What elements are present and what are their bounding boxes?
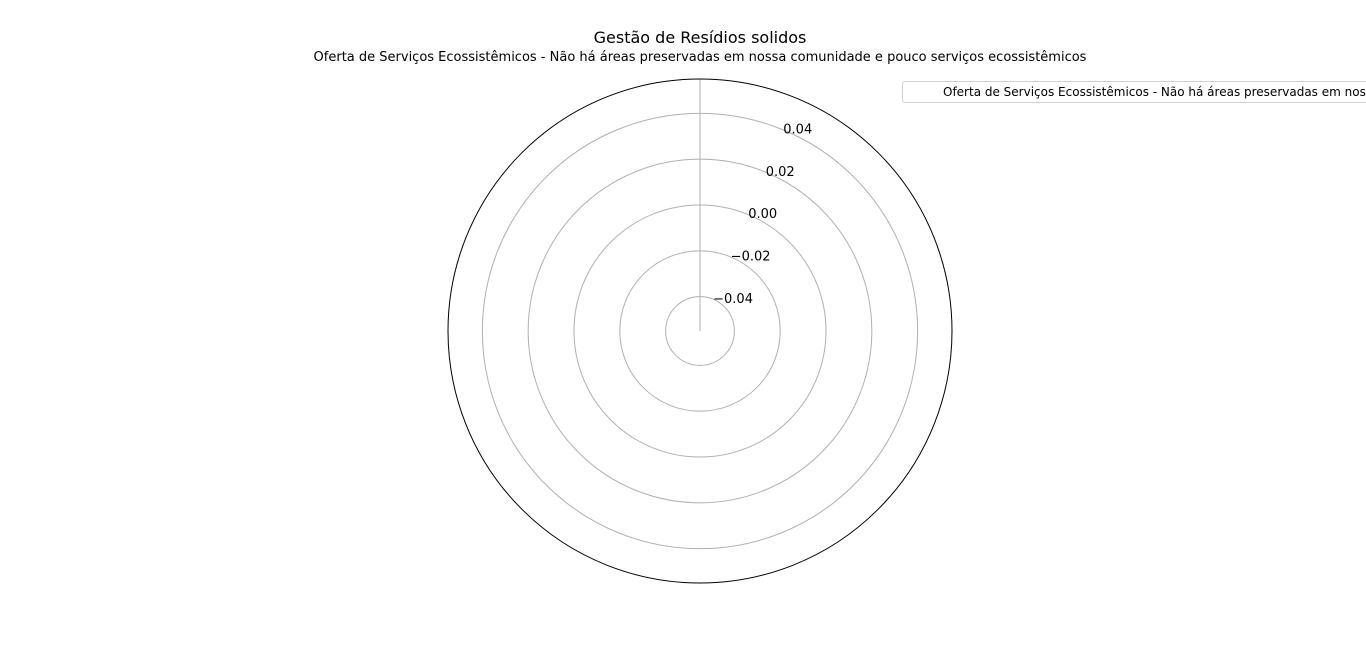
radial-tick-labels: −0.04 −0.02 0.00 0.02 0.04: [713, 122, 812, 306]
polar-frame: [447, 78, 953, 584]
radial-tick-label: 0.00: [748, 207, 777, 222]
radial-tick-label: −0.02: [731, 249, 771, 264]
chart-subtitle: Oferta de Serviços Ecossistêmicos - Não …: [313, 50, 1087, 65]
legend-entry-label: Oferta de Serviços Ecossistêmicos - Não …: [943, 85, 1366, 99]
radial-tick-label: 0.02: [766, 165, 795, 180]
radial-tick-label: 0.04: [783, 122, 812, 137]
chart-title: Gestão de Resídios solidos: [593, 28, 807, 47]
legend: Oferta de Serviços Ecossistêmicos - Não …: [902, 81, 1366, 103]
radial-tick-label: −0.04: [713, 292, 753, 307]
